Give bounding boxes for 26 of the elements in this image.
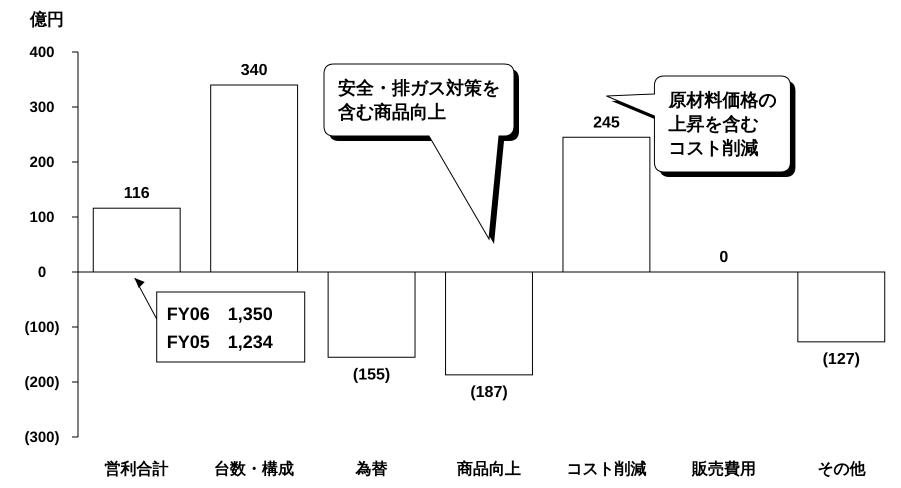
annotation: FY06 1,350 FY05 1,234 [166,304,273,352]
y-tick-label: 400 [29,44,55,61]
data-label: (127) [822,350,860,368]
data-label: (187) [470,384,508,401]
y-tick-label: 0 [38,264,46,281]
annotation: 安全・排ガス対策を含む商品向上 [337,78,500,122]
x-tick-label: 商品向上 [456,460,521,478]
annotation: 原材料価格の上昇を含むコスト削減 [667,90,776,158]
x-tick-label: その他 [817,460,866,478]
x-tick-label: コスト削減 [566,460,646,478]
y-tick-label: 200 [29,154,55,171]
data-label: 340 [240,62,268,79]
y-tick-label: 300 [29,99,55,116]
y-tick-label: 100 [29,209,55,226]
x-tick-label: 為替 [354,460,388,478]
y-tick-label: (200) [24,374,60,391]
x-tick-label: 台数・構成 [214,460,294,478]
x-tick-label: 販売費用 [690,460,756,478]
data-label: (155) [352,366,390,384]
data-label: 116 [124,185,150,202]
y-tick-label: (100) [24,319,60,336]
y-tick-label: (300) [24,429,60,446]
data-label: 0 [719,249,728,266]
y-axis-title: 億円 [29,10,64,29]
x-tick-label: 営利合計 [104,460,169,478]
data-label: 245 [593,114,620,132]
